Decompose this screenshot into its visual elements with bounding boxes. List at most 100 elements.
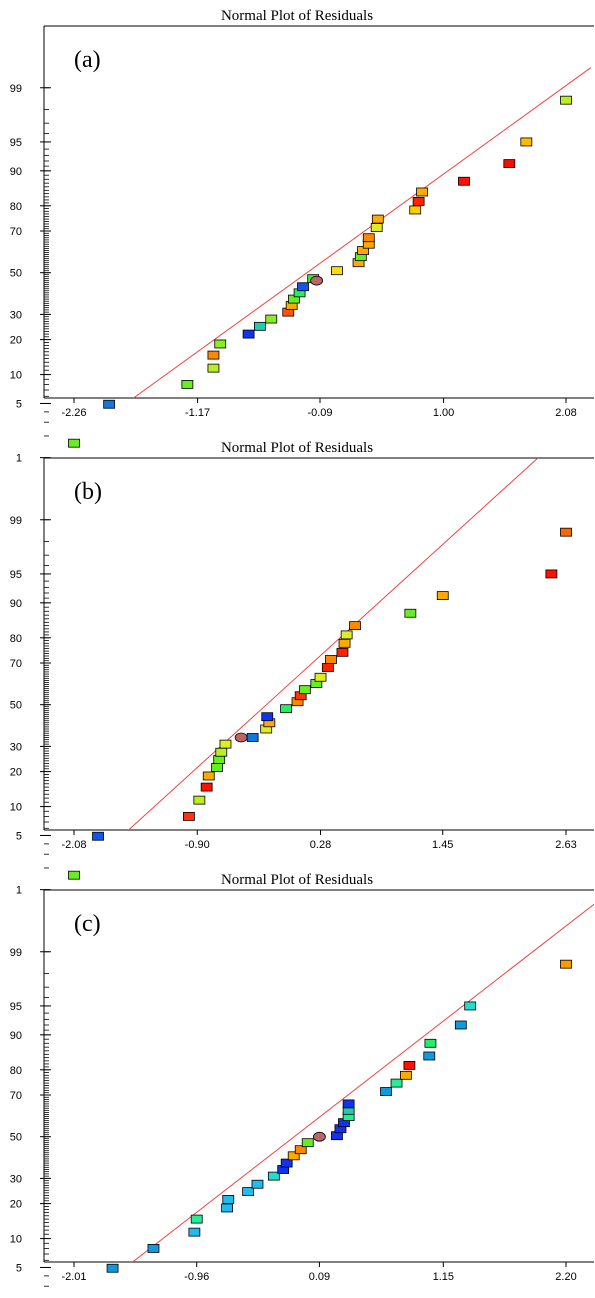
residual-point — [416, 187, 428, 197]
residual-point — [380, 1087, 392, 1096]
x-tick-label: -1.17 — [185, 407, 210, 419]
residual-point — [190, 1214, 203, 1224]
chart-title: Normal Plot of Residuals — [221, 8, 373, 24]
y-tick-label: 50 — [10, 700, 22, 712]
residual-point — [301, 1138, 314, 1148]
residual-point — [147, 1244, 160, 1253]
residual-point — [188, 1227, 201, 1237]
y-tick-label: 10 — [10, 370, 22, 382]
x-tick-label: -2.01 — [61, 1271, 86, 1283]
y-tick-label: 95 — [10, 569, 22, 581]
y-tick-label: 20 — [10, 1199, 22, 1211]
panel-label: (a) — [74, 47, 101, 73]
residual-point — [183, 812, 195, 821]
residual-point — [362, 233, 375, 243]
y-tick-label: 1 — [16, 453, 22, 465]
x-tick-label: -2.26 — [61, 407, 86, 419]
y-tick-label: 80 — [10, 1065, 22, 1077]
y-tick-label: 70 — [10, 658, 22, 670]
residual-point — [222, 1195, 235, 1204]
residual-point — [404, 608, 417, 618]
x-tick-label: 0.09 — [309, 1271, 330, 1283]
residual-point — [321, 663, 334, 672]
residual-point — [242, 329, 255, 339]
chart-panel-3: Normal Plot of Residuals (c) 1 5 10 20 30 50 70 8… — [10, 872, 594, 1287]
y-tick-label: 10 — [10, 802, 22, 814]
residual-point — [297, 282, 309, 292]
y-tick-label: 20 — [10, 335, 22, 347]
residual-point — [314, 672, 327, 682]
residual-point — [349, 621, 361, 631]
y-tick-label: 20 — [10, 767, 22, 779]
x-tick-label: 1.15 — [433, 1271, 454, 1283]
residual-point — [219, 739, 232, 749]
residual-point — [503, 159, 516, 169]
chart-panel-2: Normal Plot of Residuals (b) 1 5 10 20 30 50 70 8… — [10, 440, 594, 897]
residual-point — [68, 438, 80, 448]
residual-point-center — [310, 275, 323, 286]
panel-label: (c) — [74, 911, 101, 937]
y-tick-label: 5 — [16, 830, 22, 842]
x-tick-label: 1.45 — [432, 839, 453, 851]
y-tick-label: 70 — [10, 226, 22, 238]
residual-point — [68, 870, 80, 880]
residual-point — [265, 314, 278, 324]
residual-point — [207, 350, 220, 360]
residual-point — [342, 1099, 355, 1109]
residual-point — [424, 1038, 437, 1048]
y-tick-label: 80 — [10, 201, 22, 213]
residual-point — [221, 1203, 233, 1213]
residual-point — [200, 782, 213, 792]
y-tick-label: 90 — [10, 166, 22, 178]
residual-point — [560, 95, 572, 105]
residual-point — [294, 1145, 307, 1155]
residual-point — [458, 176, 470, 186]
y-tick-label: 99 — [10, 515, 22, 527]
x-tick-label: -0.96 — [184, 1271, 209, 1283]
residual-point — [403, 1061, 416, 1070]
residual-point — [202, 771, 215, 781]
residual-point — [390, 1078, 403, 1088]
residual-point-center — [234, 732, 248, 743]
residual-point — [254, 321, 266, 331]
x-tick-label: -2.08 — [61, 839, 86, 851]
residual-point — [280, 1158, 293, 1168]
residual-point — [436, 591, 449, 601]
residual-point — [423, 1051, 436, 1061]
residual-point — [371, 214, 384, 224]
normal-fit-line — [127, 458, 539, 830]
residual-point — [215, 747, 228, 757]
y-tick-label: 95 — [10, 1001, 22, 1013]
residual-point — [106, 1263, 119, 1273]
residual-point — [325, 655, 337, 664]
residual-point — [287, 1151, 300, 1161]
y-tick-label: 99 — [10, 947, 22, 959]
residual-point — [92, 831, 104, 841]
residual-point — [181, 380, 194, 389]
residual-point — [340, 630, 353, 640]
residual-point — [207, 363, 220, 373]
residual-point — [454, 1020, 467, 1030]
residual-point — [370, 223, 383, 232]
x-tick-label: -0.09 — [307, 407, 332, 419]
y-tick-label: 30 — [10, 309, 22, 321]
residual-point — [267, 1171, 280, 1181]
residual-point — [211, 763, 224, 772]
y-tick-label: 1 — [16, 885, 22, 897]
residual-point — [331, 266, 343, 276]
x-tick-label: 2.63 — [555, 839, 576, 851]
y-tick-label: 90 — [10, 598, 22, 610]
residual-point — [520, 137, 533, 147]
residual-point — [464, 1001, 477, 1011]
y-tick-label: 10 — [10, 1234, 22, 1246]
y-tick-label: 70 — [10, 1090, 22, 1102]
normal-fit-line — [131, 903, 594, 1262]
panel-label: (b) — [74, 479, 102, 505]
residual-point — [409, 205, 422, 215]
residual-point — [412, 197, 425, 206]
residual-point — [560, 959, 572, 969]
y-tick-label: 90 — [10, 1030, 22, 1042]
x-tick-label: 0.28 — [310, 839, 331, 851]
residual-point — [399, 1070, 412, 1080]
